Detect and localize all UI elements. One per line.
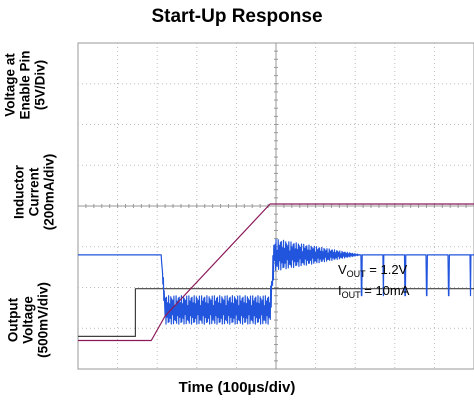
annotation-vout: VOUT = 1.2V (338, 262, 408, 279)
chart-title: Start-Up Response (151, 6, 323, 27)
x-axis-label: Time (100µs/div) (178, 379, 296, 396)
series-trace-1 (77, 238, 474, 325)
annotation-iout: IOUT = 10mA (338, 283, 410, 300)
series-trace-2 (78, 203, 474, 342)
series-trace-0 (78, 288, 474, 337)
